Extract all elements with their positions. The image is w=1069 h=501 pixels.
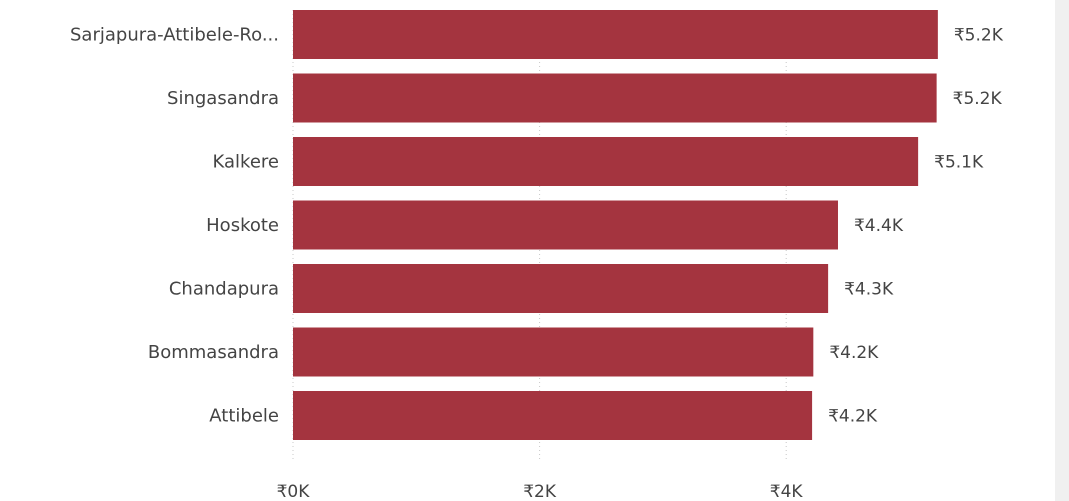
data-label-6: ₹4.2K <box>828 407 878 427</box>
data-label-0: ₹5.2K <box>954 26 1004 46</box>
data-label-1: ₹5.2K <box>953 89 1003 109</box>
scrollbar-track[interactable] <box>1055 0 1069 501</box>
bar-4[interactable] <box>293 264 829 313</box>
category-label-4: Chandapura <box>169 279 279 300</box>
data-label-3: ₹4.4K <box>854 216 904 236</box>
bar-0[interactable] <box>293 10 938 59</box>
data-label-5: ₹4.2K <box>829 343 879 363</box>
x-tick-label-2: ₹4K <box>770 482 804 501</box>
category-label-0: Sarjapura-Attibele-Ro... <box>70 25 279 46</box>
bar-3[interactable] <box>293 200 838 250</box>
bar-5[interactable] <box>293 327 814 377</box>
category-label-1: Singasandra <box>167 88 279 109</box>
bar-2[interactable] <box>293 137 919 186</box>
bar-6[interactable] <box>293 391 813 440</box>
category-label-5: Bommasandra <box>148 342 279 363</box>
category-label-3: Hoskote <box>206 215 279 236</box>
data-label-2: ₹5.1K <box>934 153 984 173</box>
category-label-2: Kalkere <box>213 152 279 173</box>
data-label-4: ₹4.3K <box>844 280 894 300</box>
x-tick-label-1: ₹2K <box>523 482 557 501</box>
category-label-6: Attibele <box>209 406 279 427</box>
x-tick-label-0: ₹0K <box>277 482 311 501</box>
bar-1[interactable] <box>293 73 937 123</box>
